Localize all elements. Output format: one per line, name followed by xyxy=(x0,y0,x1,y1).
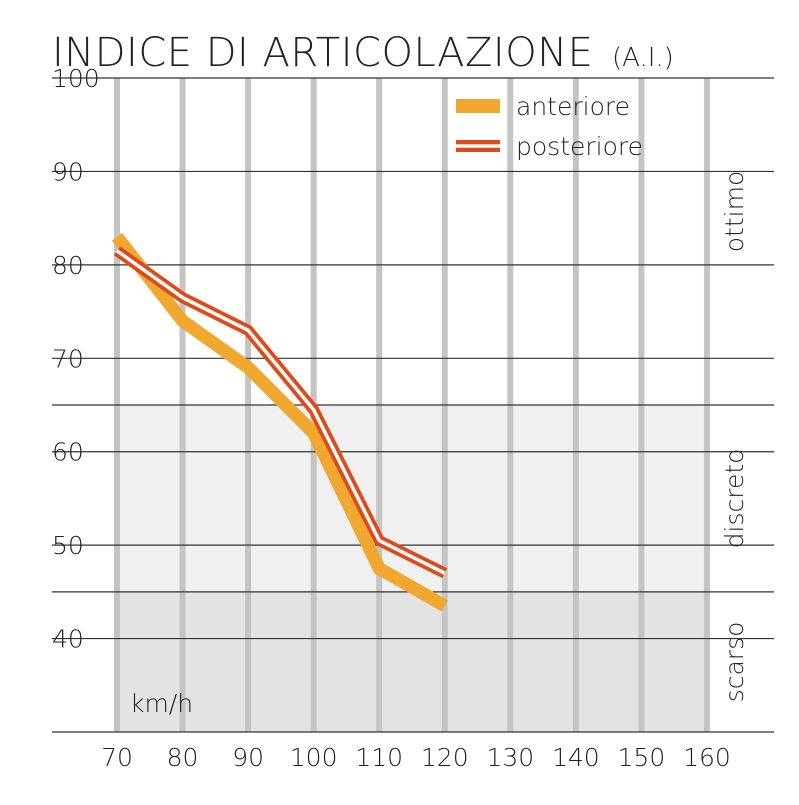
legend-swatch-anteriore xyxy=(456,99,500,113)
x-axis-label: km/h xyxy=(130,689,193,718)
y-tick-label-90: 90 xyxy=(52,157,84,186)
x-tick-label-150: 150 xyxy=(618,743,666,772)
legend-label-posteriore: posteriore xyxy=(516,132,643,161)
y-tick-label-50: 50 xyxy=(52,531,84,560)
x-tick-label-110: 110 xyxy=(355,743,403,772)
x-tick-label-130: 130 xyxy=(486,743,534,772)
legend-swatch-inner-posteriore xyxy=(456,144,500,147)
band-label-ottimo: ottimo xyxy=(720,171,749,253)
x-tick-label-140: 140 xyxy=(552,743,600,772)
band-discreto xyxy=(117,405,707,592)
chart-title: INDICE DI ARTICOLAZIONE xyxy=(52,30,593,76)
x-tick-label-80: 80 xyxy=(167,743,199,772)
x-tick-label-160: 160 xyxy=(683,743,731,772)
band-scarso xyxy=(117,592,707,732)
band-label-scarso: scarso xyxy=(720,622,749,703)
legend-label-anteriore: anteriore xyxy=(516,92,630,121)
x-tick-label-120: 120 xyxy=(421,743,469,772)
y-tick-label-100: 100 xyxy=(52,64,100,93)
x-tick-label-70: 70 xyxy=(101,743,133,772)
chart-subtitle: (A.I.) xyxy=(612,43,674,73)
y-tick-label-80: 80 xyxy=(52,251,84,280)
band-ottimo xyxy=(117,78,707,405)
x-tick-label-100: 100 xyxy=(290,743,338,772)
x-tick-label-90: 90 xyxy=(232,743,264,772)
y-tick-label-60: 60 xyxy=(52,438,84,467)
y-tick-label-70: 70 xyxy=(52,344,84,373)
band-label-discreto: discreto xyxy=(720,449,749,549)
y-tick-label-40: 40 xyxy=(52,625,84,654)
